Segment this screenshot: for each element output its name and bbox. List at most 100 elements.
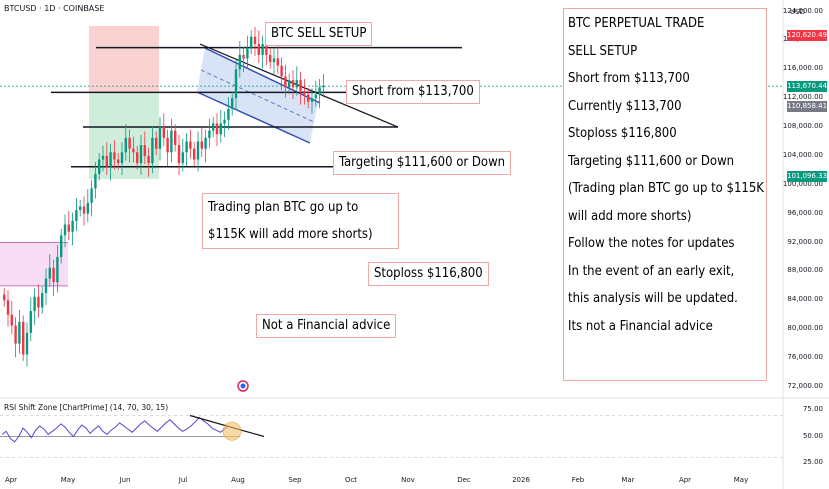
candle-body: [41, 293, 44, 308]
candle-body: [48, 267, 51, 279]
candle-body: [185, 141, 188, 153]
candle-body: [44, 278, 48, 294]
candle-body: [253, 36, 257, 45]
price-tick-label: 104,000.00: [782, 150, 823, 159]
candle-body: [318, 87, 321, 95]
candle-body: [322, 85, 325, 88]
candle-body: [86, 202, 89, 214]
candle-body: [231, 98, 234, 109]
price-badge: 101,096.33: [787, 171, 828, 183]
candle-body: [143, 145, 146, 156]
info-line: (Trading plan BTC go up to $115K: [568, 181, 764, 196]
candle-body: [257, 44, 260, 55]
info-line: BTC PERPETUAL TRADE: [568, 16, 705, 31]
time-tick-label: Dec: [457, 476, 471, 484]
candle-body: [105, 155, 108, 167]
time-tick-label: May: [60, 476, 76, 484]
candle-body: [136, 152, 139, 164]
time-tick-label: Apr: [4, 476, 18, 484]
trend-line: [199, 43, 399, 128]
annotation-plan[interactable]: Trading plan BTC go up to $115K will add…: [202, 193, 399, 249]
currency-label: USD: [790, 8, 805, 16]
annotation-stoploss[interactable]: Stoploss $116,800: [368, 262, 489, 286]
candle-body: [269, 54, 272, 63]
candle-body: [124, 137, 127, 153]
candle-body: [299, 80, 302, 91]
info-line: Follow the notes for updates: [568, 236, 735, 251]
price-badge: 113,670.44: [787, 80, 828, 92]
candle-body: [284, 76, 287, 88]
annotation-short[interactable]: Short from $113,700: [346, 80, 480, 104]
candle-body: [288, 80, 291, 88]
price-tick-label: 80,000.00: [787, 324, 823, 333]
candle-body: [67, 224, 70, 232]
candle-body: [60, 235, 63, 257]
rsi-highlight: [222, 421, 242, 441]
trade-info-box[interactable]: BTC PERPETUAL TRADE SELL SETUP Short from …: [563, 8, 767, 381]
annotation-disclaimer[interactable]: Not a Financial advice: [256, 314, 397, 338]
info-line: Currently $113,700: [568, 98, 682, 114]
candle-body: [128, 137, 131, 149]
annotation-title[interactable]: BTC SELL SETUP: [265, 22, 373, 46]
candle-body: [29, 311, 32, 333]
rsi-tick-label: 75.00: [802, 405, 823, 414]
candle-body: [200, 141, 203, 149]
price-tick-label: 108,000.00: [782, 122, 823, 131]
candle-body: [90, 188, 93, 203]
candle-body: [246, 47, 249, 59]
rsi-line: [1, 416, 230, 443]
candle-body: [295, 80, 298, 88]
candle-body: [10, 314, 13, 326]
candle-body: [75, 210, 78, 221]
candle-body: [215, 123, 219, 135]
info-line: Stoploss $116,800: [568, 126, 677, 141]
candle-body: [314, 94, 317, 99]
candle-body: [101, 155, 105, 160]
candle-body: [139, 145, 143, 164]
annotation-target[interactable]: Targeting $111,600 or Down: [333, 151, 512, 175]
time-tick-label: Sep: [288, 476, 302, 484]
candle-body: [25, 332, 29, 355]
price-tick-label: 84,000.00: [787, 295, 823, 304]
candle-body: [22, 321, 25, 355]
price-tick-label: 124,000.00: [782, 6, 823, 15]
zone-green: [89, 92, 159, 180]
price-badge: 120,620.49: [787, 30, 828, 42]
price-tick-label: 96,000.00: [787, 208, 823, 217]
candle-body: [71, 220, 74, 232]
candle-body: [242, 54, 245, 59]
candle-body: [33, 296, 36, 312]
time-tick-label: Mar: [621, 476, 635, 484]
info-line: will add more shorts): [568, 208, 692, 224]
candle-body: [250, 36, 253, 48]
candle-body: [94, 173, 97, 189]
price-tick-label: 76,000.00: [787, 353, 823, 362]
candle-body: [238, 54, 241, 70]
candle-body: [52, 267, 55, 283]
time-tick-label: 2026: [512, 476, 530, 484]
time-tick-label: Nov: [401, 476, 415, 484]
price-tick-label: 116,000.00: [782, 64, 823, 73]
candle-body: [117, 159, 120, 164]
candle-body: [291, 80, 295, 88]
time-tick-label: Feb: [571, 476, 585, 484]
candle-body: [310, 98, 314, 102]
candle-body: [193, 148, 196, 160]
candle-body: [177, 145, 181, 164]
rsi-indicator-title[interactable]: RSI Shift Zone [ChartPrime] (14, 70, 30,…: [4, 403, 169, 412]
zone-red: [89, 25, 159, 93]
info-line: Targeting $111,600 or Down: [568, 153, 735, 169]
candle-body: [155, 137, 158, 149]
candle-body: [166, 137, 169, 153]
candle-body: [132, 148, 135, 153]
candle-body: [219, 123, 222, 135]
price-tick-label: 92,000.00: [787, 237, 823, 246]
candle-body: [276, 58, 279, 66]
candle-body: [37, 296, 40, 308]
info-line: In the event of an early exit,: [568, 263, 735, 279]
candle-body: [14, 325, 17, 344]
price-badge: 110,858.41: [787, 100, 828, 112]
candle-body: [18, 321, 21, 344]
